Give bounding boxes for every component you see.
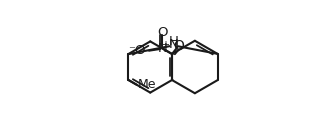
- Text: O: O: [157, 26, 167, 39]
- Text: Me: Me: [138, 78, 156, 91]
- Text: ⁻O: ⁻O: [127, 44, 145, 57]
- Text: N: N: [157, 42, 167, 55]
- Text: O: O: [174, 39, 185, 53]
- Text: H: H: [169, 35, 178, 48]
- Text: N: N: [169, 38, 178, 51]
- Text: +: +: [161, 40, 169, 50]
